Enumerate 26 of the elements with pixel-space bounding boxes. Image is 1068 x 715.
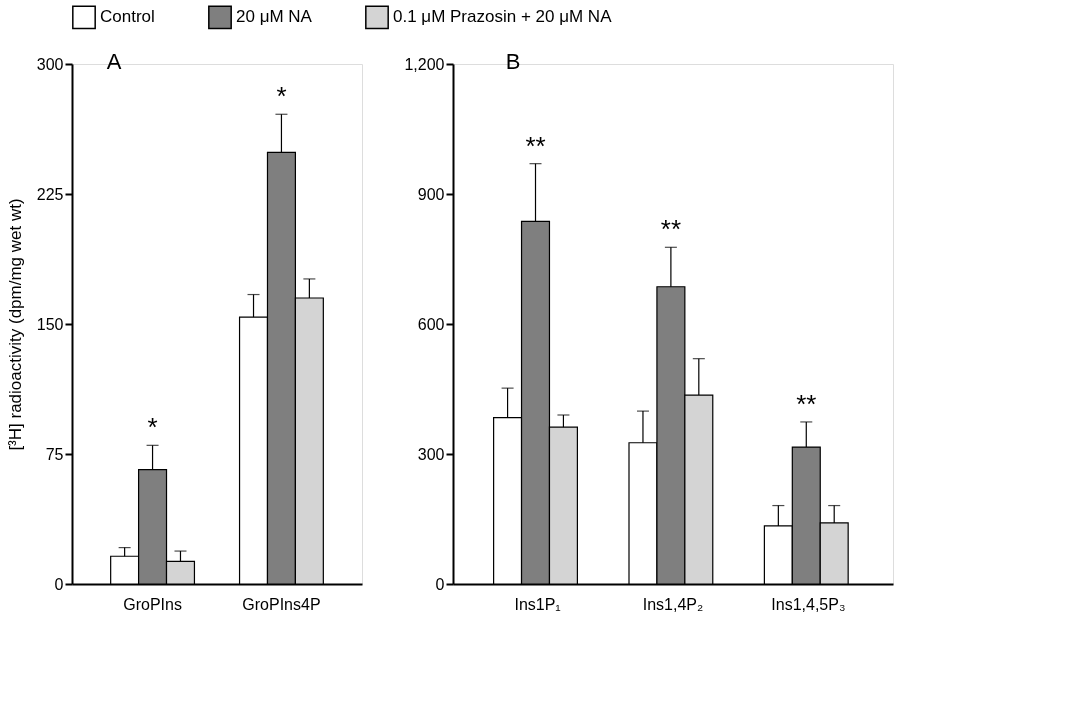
y-tick-label: 300 bbox=[417, 445, 445, 463]
data-label: * bbox=[147, 412, 158, 443]
y-tick-label: 225 bbox=[36, 185, 64, 203]
y-tick-label: 600 bbox=[417, 315, 445, 333]
data-label: ** bbox=[525, 130, 546, 161]
y-tick-label: 900 bbox=[417, 185, 445, 203]
legend-label: Control bbox=[100, 7, 155, 27]
y-tick-label: 150 bbox=[36, 315, 64, 333]
x-tick-label: Ins1,4,5P₃ bbox=[771, 595, 846, 613]
chart-title: A bbox=[106, 49, 122, 74]
x-tick-label: GroPIns4P bbox=[242, 595, 321, 613]
legend-label: 20 μM NA bbox=[236, 7, 313, 27]
y-axis-title: [³H] radioactivity (dpm/mg wet wt) bbox=[5, 198, 25, 451]
y-tick-label: 300 bbox=[36, 55, 64, 73]
x-tick-label: GroPIns bbox=[123, 595, 182, 613]
x-tick-label: Ins1P₁ bbox=[514, 595, 561, 613]
data-label: ** bbox=[796, 388, 817, 419]
data-label: ** bbox=[660, 214, 682, 245]
data-label: * bbox=[276, 81, 287, 112]
chart-title: B bbox=[505, 49, 521, 74]
y-tick-label: 1,200 bbox=[404, 55, 445, 73]
y-tick-label: 0 bbox=[435, 575, 445, 593]
legend-label: 0.1 μM Prazosin + 20 μM NA bbox=[393, 7, 613, 27]
x-tick-label: Ins1,4P₂ bbox=[642, 595, 704, 613]
y-tick-label: 0 bbox=[54, 575, 64, 593]
y-tick-label: 75 bbox=[45, 445, 64, 463]
